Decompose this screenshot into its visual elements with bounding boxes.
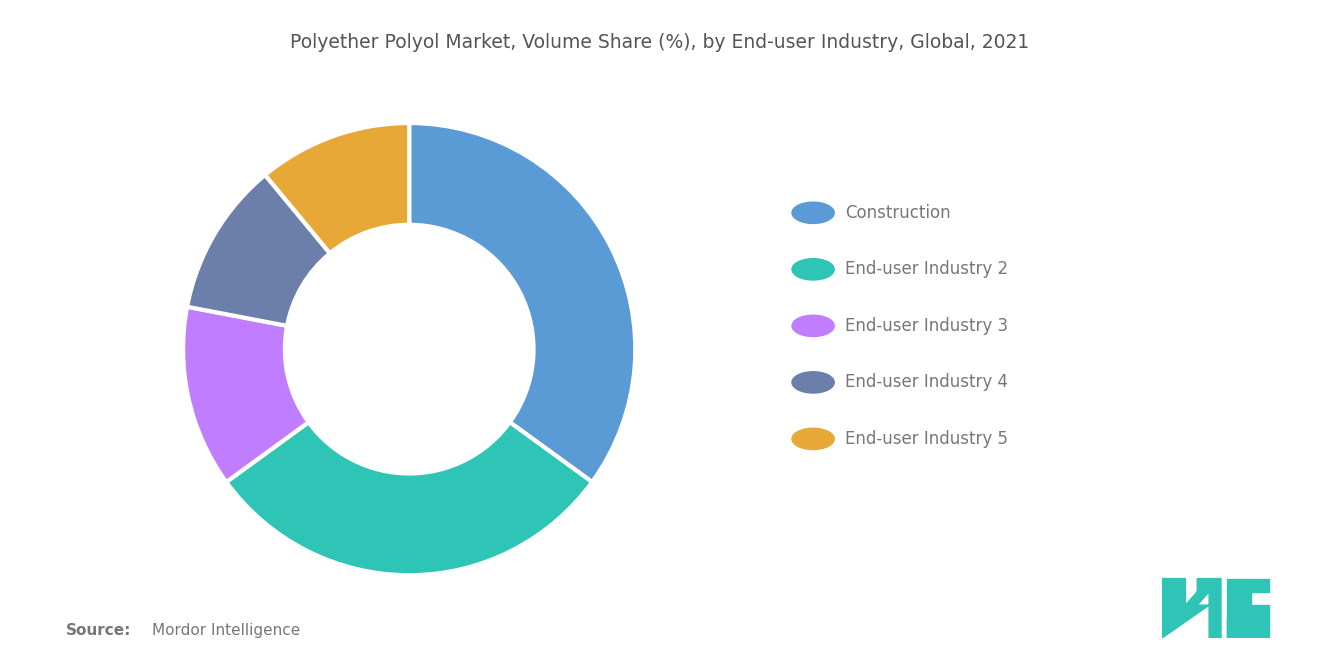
- Text: Construction: Construction: [845, 203, 950, 222]
- Wedge shape: [409, 123, 635, 482]
- Wedge shape: [187, 175, 330, 326]
- Text: End-user Industry 5: End-user Industry 5: [845, 430, 1007, 448]
- Wedge shape: [226, 422, 593, 575]
- Wedge shape: [265, 123, 409, 253]
- Text: Polyether Polyol Market, Volume Share (%), by End-user Industry, Global, 2021: Polyether Polyol Market, Volume Share (%…: [290, 33, 1030, 53]
- Text: Mordor Intelligence: Mordor Intelligence: [152, 623, 300, 638]
- Text: End-user Industry 3: End-user Industry 3: [845, 317, 1008, 335]
- Polygon shape: [1162, 579, 1221, 638]
- Text: End-user Industry 2: End-user Industry 2: [845, 260, 1008, 279]
- Text: End-user Industry 4: End-user Industry 4: [845, 373, 1007, 392]
- Polygon shape: [1226, 579, 1269, 638]
- Text: Source:: Source:: [66, 623, 132, 638]
- Wedge shape: [183, 307, 309, 482]
